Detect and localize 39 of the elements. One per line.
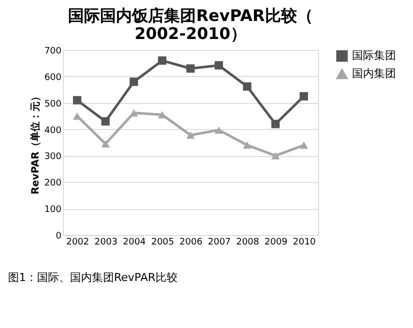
y-tick-label: 600 <box>44 72 62 83</box>
point <box>130 78 138 86</box>
y-tick-label: 200 <box>44 178 62 189</box>
y-tick-label: 400 <box>44 126 62 136</box>
point <box>271 120 280 128</box>
point <box>72 96 82 104</box>
y-axis-title: RevPAR（单位：元） <box>29 92 42 194</box>
point <box>186 64 195 73</box>
legend-label: 国内集团 <box>352 67 396 80</box>
point <box>130 109 138 117</box>
point <box>158 56 166 65</box>
point <box>271 152 280 160</box>
point <box>186 131 195 139</box>
x-tick-label: 2008 <box>236 238 260 248</box>
x-tick-label: 2007 <box>208 238 231 248</box>
y-tick-label: 0 <box>56 232 62 242</box>
chart-title: 国际国内饭店集团RevPAR比较（ 2002-2010） <box>68 6 313 43</box>
point <box>214 61 224 70</box>
point <box>214 126 224 134</box>
y-tick-label: 100 <box>44 205 62 216</box>
x-tick-label: 2006 <box>180 238 203 248</box>
point <box>101 140 110 148</box>
x-tick-label: 2005 <box>151 238 174 248</box>
point <box>242 82 252 91</box>
x-tick-label: 2009 <box>264 238 288 248</box>
y-tick-label: 700 <box>44 46 62 56</box>
x-tick-label: 2010 <box>292 238 316 248</box>
point <box>101 117 110 126</box>
y-tick-label: 300 <box>44 152 62 162</box>
legend-label: 国际集团 <box>352 49 396 62</box>
point <box>158 111 166 118</box>
x-tick-label: 2002 <box>66 238 90 248</box>
y-tick-label: 500 <box>44 99 62 110</box>
point <box>242 142 252 149</box>
point <box>300 142 308 149</box>
caption: 图1：国际、国内集团RevPAR比较 <box>8 271 178 284</box>
x-tick-label: 2003 <box>94 238 118 248</box>
x-tick-label: 2004 <box>122 238 146 248</box>
point <box>300 92 308 100</box>
